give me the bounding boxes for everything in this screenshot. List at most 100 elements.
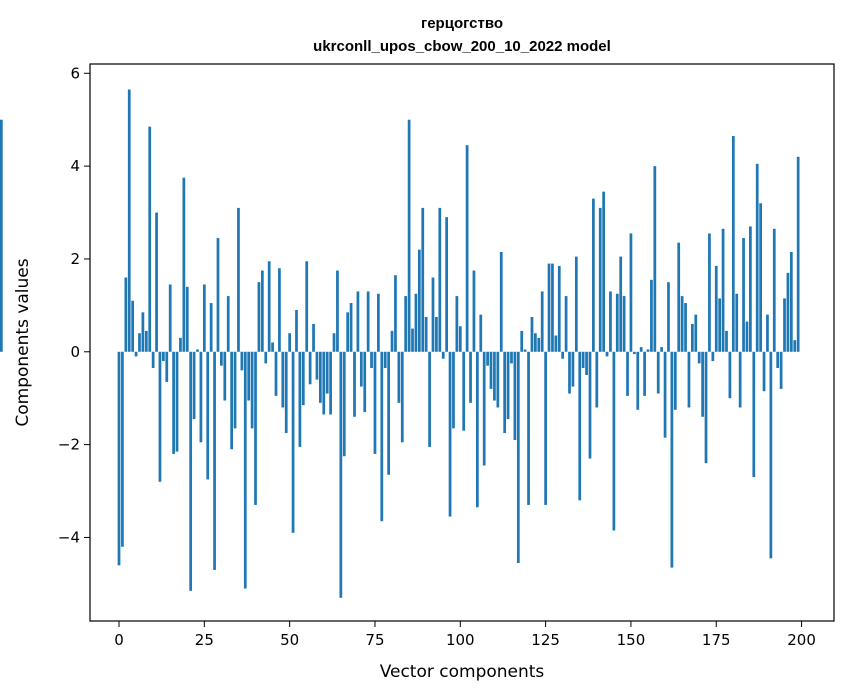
x-tick-label: 100 <box>446 631 475 649</box>
bar <box>735 293 739 352</box>
bar <box>783 298 786 352</box>
bar <box>359 351 363 387</box>
bar <box>472 270 476 352</box>
bar <box>400 351 404 443</box>
bar <box>704 351 708 464</box>
bar <box>254 351 257 505</box>
bar <box>537 337 541 352</box>
bar <box>124 277 128 352</box>
bar <box>387 351 390 475</box>
y-tick-label: 2 <box>70 250 80 268</box>
bar <box>356 291 360 352</box>
bar <box>609 291 612 352</box>
bar <box>680 296 684 352</box>
bar <box>342 351 346 457</box>
bar <box>305 261 309 352</box>
bar <box>479 314 483 352</box>
bar <box>677 242 681 352</box>
bar <box>598 207 602 352</box>
bar <box>475 351 479 508</box>
bar <box>131 300 135 352</box>
bar <box>315 351 319 380</box>
bar <box>656 351 660 394</box>
bar <box>793 340 797 352</box>
bar <box>148 126 152 352</box>
bar <box>278 268 281 352</box>
y-tick-label: 6 <box>70 64 80 82</box>
bar <box>755 163 759 352</box>
bar <box>762 351 766 392</box>
bar <box>769 351 773 559</box>
bar <box>588 351 592 459</box>
bar <box>670 351 674 568</box>
bar <box>745 321 749 352</box>
bar <box>346 312 350 352</box>
bar <box>776 351 780 369</box>
bar <box>578 351 582 501</box>
bar <box>551 263 554 352</box>
bar <box>547 263 551 352</box>
bar <box>592 198 595 352</box>
bar <box>189 351 193 591</box>
bar <box>216 238 220 352</box>
bar <box>523 349 527 352</box>
bar <box>438 207 442 352</box>
bar <box>175 351 179 452</box>
bar <box>462 351 466 431</box>
bar <box>772 228 776 352</box>
bar <box>431 277 435 352</box>
bar <box>192 351 196 420</box>
bar <box>796 156 800 352</box>
bar <box>179 337 182 352</box>
bar <box>162 351 165 362</box>
bar <box>257 282 261 352</box>
bar <box>499 251 503 352</box>
bar <box>121 351 124 547</box>
bar <box>718 298 722 352</box>
bar <box>554 335 558 352</box>
bar <box>728 351 732 399</box>
bar <box>697 351 701 364</box>
bar <box>759 203 762 352</box>
x-tick-label: 175 <box>702 631 731 649</box>
bar <box>595 351 599 408</box>
bar <box>435 316 438 352</box>
bar <box>660 347 664 352</box>
bar <box>117 351 121 566</box>
bar <box>332 333 336 352</box>
bar <box>626 351 629 396</box>
bar <box>206 351 210 480</box>
bar <box>134 351 138 357</box>
y-tick-label: 0 <box>70 343 80 361</box>
bar <box>725 330 728 352</box>
bar <box>414 293 418 352</box>
bar <box>319 351 322 403</box>
bar <box>301 351 305 406</box>
x-tick-label: 150 <box>617 631 646 649</box>
bar <box>383 351 387 369</box>
bar <box>731 135 735 352</box>
bar <box>168 284 172 352</box>
bar <box>394 275 397 352</box>
bar <box>363 351 367 413</box>
bar <box>684 303 687 352</box>
bar <box>493 351 496 401</box>
x-tick-label: 25 <box>195 631 214 649</box>
bar <box>714 265 718 352</box>
bar <box>424 316 428 352</box>
bar <box>571 351 575 387</box>
bar <box>691 323 694 352</box>
bar <box>373 351 377 454</box>
bar <box>469 351 472 403</box>
bar <box>329 351 332 415</box>
bar <box>585 351 588 375</box>
bar <box>144 330 148 352</box>
bar <box>138 333 141 352</box>
bar <box>602 191 605 352</box>
x-tick-label: 75 <box>365 631 384 649</box>
bar <box>574 256 578 352</box>
bar <box>271 342 274 352</box>
bar <box>411 328 414 352</box>
bar <box>158 351 162 482</box>
bar <box>141 312 145 352</box>
